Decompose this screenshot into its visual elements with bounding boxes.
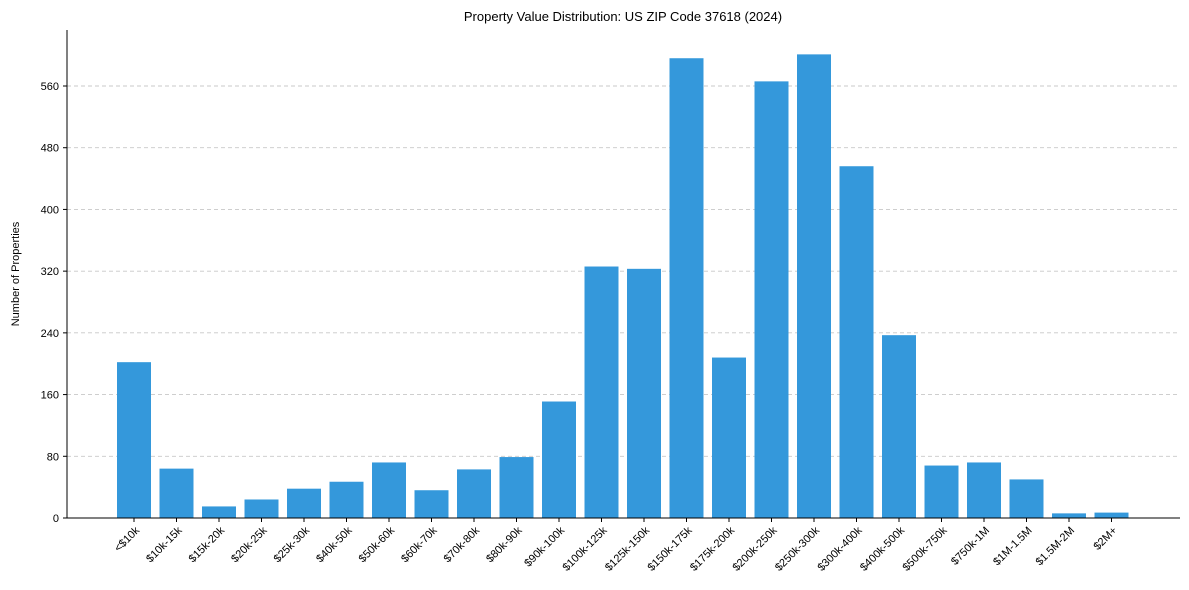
x-tick-label: $80k-90k: [484, 524, 525, 565]
bar: [754, 81, 789, 518]
bar: [967, 462, 1001, 518]
y-tick-label: 320: [41, 266, 59, 278]
chart-title: Property Value Distribution: US ZIP Code…: [464, 9, 782, 24]
bar: [839, 166, 874, 518]
bar: [924, 465, 959, 518]
x-tick-label: $90k-100k: [522, 524, 567, 569]
bar: [499, 457, 534, 518]
x-ticks: <$10k $10k-15k $15k-20k $20k-25k $25k-30k $40…: [112, 518, 1120, 574]
x-tick-label: $1.5M-2M: [1034, 525, 1078, 569]
bar: [1009, 479, 1044, 518]
bar: [882, 335, 916, 518]
bar: [372, 462, 406, 518]
x-tick-label: $500k-750k: [900, 524, 949, 573]
bar: [159, 468, 194, 518]
bar: [244, 499, 279, 518]
bar: [1094, 512, 1129, 518]
x-tick-label: $100k-125k: [560, 524, 609, 573]
bar: [797, 54, 831, 518]
x-tick-label: $25k-30k: [272, 524, 313, 565]
gridlines: [67, 85, 1180, 457]
bar: [669, 58, 704, 518]
x-tick-label: $20k-25k: [229, 524, 270, 565]
x-tick-label: $150k-175k: [645, 524, 694, 573]
x-tick-label: $400k-500k: [858, 524, 907, 573]
bar: [627, 268, 661, 518]
bar: [287, 488, 321, 518]
x-tick-label: $750k-1M: [949, 525, 992, 568]
y-axis-label: Number of Properties: [10, 221, 22, 326]
y-tick-label: 480: [41, 143, 59, 155]
x-tick-label: $1M-1.5M: [991, 525, 1035, 569]
x-tick-label: $10k-15k: [144, 524, 185, 565]
y-tick-label: 160: [41, 390, 59, 402]
x-tick-label: $15k-20k: [187, 524, 228, 565]
bar: [117, 362, 151, 518]
y-tick-label: 0: [53, 513, 59, 525]
bar: [457, 469, 491, 518]
bars: [117, 54, 1129, 518]
bar: [414, 490, 449, 518]
y-tick-label: 80: [47, 451, 59, 463]
x-tick-label: $60k-70k: [399, 524, 440, 565]
x-tick-label: $250k-300k: [773, 524, 822, 573]
bar: [542, 401, 576, 518]
y-tick-label: 560: [41, 81, 59, 93]
bar: [712, 357, 746, 518]
bar: [1052, 513, 1086, 518]
x-tick-label: $40k-50k: [314, 524, 355, 565]
y-ticks: 0 80 160 240 320 400 480 560: [41, 81, 67, 525]
x-tick-label: $200k-250k: [730, 524, 779, 573]
bar: [202, 506, 236, 518]
bar: [584, 266, 619, 518]
x-tick-label: $125k-150k: [603, 524, 652, 573]
x-tick-label: $300k-400k: [815, 524, 864, 573]
x-tick-label: $70k-80k: [442, 524, 483, 565]
x-tick-label: <$10k: [112, 524, 142, 554]
bar: [329, 481, 364, 518]
x-tick-label: $175k-200k: [688, 524, 737, 573]
y-tick-label: 240: [41, 328, 59, 340]
x-tick-label: $2M+: [1091, 525, 1119, 553]
x-tick-label: $50k-60k: [357, 524, 398, 565]
y-tick-label: 400: [41, 204, 59, 216]
